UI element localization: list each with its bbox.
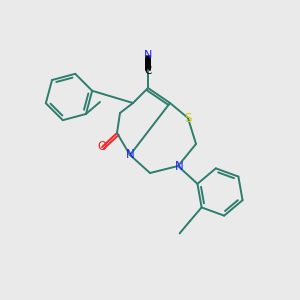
Text: N: N [175, 160, 183, 172]
Text: S: S [184, 112, 192, 124]
Text: C: C [144, 66, 152, 76]
Text: O: O [98, 140, 106, 154]
Text: N: N [126, 148, 134, 161]
Text: N: N [144, 50, 152, 60]
